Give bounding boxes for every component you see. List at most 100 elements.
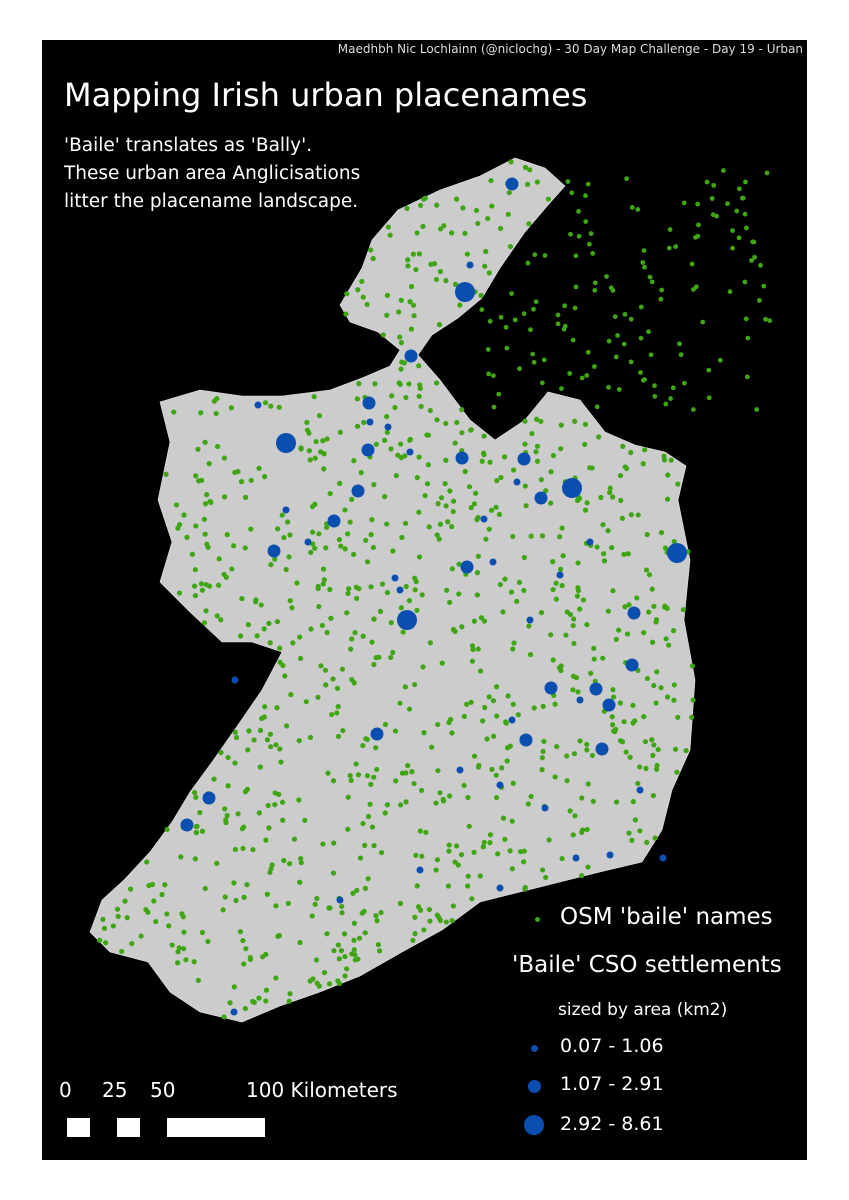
osm-point [630,799,636,805]
osm-point [412,575,418,581]
cso-point-medium [595,742,609,756]
osm-point [689,261,695,267]
osm-point [237,929,244,935]
osm-point [628,512,634,518]
osm-point [494,713,500,719]
osm-point [233,897,239,904]
scale-segment [167,1118,265,1137]
osm-point [397,900,404,907]
osm-point [672,746,679,752]
osm-point [531,705,537,711]
osm-point [166,923,172,929]
osm-point [316,531,322,537]
subtitle-line: 'Baile' translates as 'Bally'. [64,135,313,156]
osm-point [576,233,582,239]
osm-point [500,815,507,821]
osm-point [359,278,365,285]
osm-point [411,780,417,787]
osm-point [193,794,199,800]
osm-point [288,691,294,698]
osm-point [268,403,274,409]
osm-point [527,651,534,658]
osm-point [273,975,279,981]
osm-point [570,622,576,629]
osm-point [281,535,287,541]
osm-point [262,400,269,406]
osm-point [534,179,541,185]
osm-point [364,301,370,308]
osm-point [664,694,671,700]
cso-point-medium [327,514,341,528]
osm-point [421,196,427,202]
osm-point [324,629,330,636]
osm-point [572,418,578,424]
osm-point [181,946,187,952]
osm-point [243,494,249,500]
cso-point-medium [202,791,216,805]
subtitle-line: These urban area Anglicisations [64,163,361,184]
osm-point [353,584,359,590]
osm-point [590,798,596,804]
osm-point [407,437,413,443]
osm-point [249,998,256,1005]
osm-point [509,818,515,824]
osm-point [622,464,628,470]
osm-point [626,602,632,608]
osm-point [600,522,606,528]
osm-point [392,728,399,734]
osm-point [570,673,577,679]
osm-point [749,258,754,263]
osm-point [558,446,564,452]
osm-point [363,537,369,543]
osm-point [607,485,613,491]
osm-point [585,781,591,787]
osm-point [559,525,565,531]
osm-point [455,862,461,868]
osm-point [496,511,503,517]
osm-point [548,632,554,638]
osm-point [282,673,288,679]
osm-point [101,925,108,931]
osm-point [665,472,671,478]
osm-point [325,770,331,776]
osm-point [321,451,327,457]
osm-point [321,969,328,976]
osm-point [568,231,573,237]
osm-point [591,656,597,662]
osm-point [360,820,366,827]
osm-point [419,853,425,859]
osm-point [521,848,527,854]
osm-point [238,479,245,485]
osm-point [191,959,197,965]
osm-point [651,742,657,748]
osm-point [437,917,443,923]
osm-point [251,737,257,743]
osm-point [528,793,534,800]
osm-point [368,584,374,590]
osm-point [458,852,465,858]
osm-point [218,749,224,756]
osm-point [474,592,480,598]
osm-point [337,480,343,486]
osm-point [244,882,250,888]
osm-point [360,294,366,300]
osm-point [230,543,237,549]
osm-point [526,623,532,629]
osm-point [454,843,460,849]
osm-point [555,312,561,318]
osm-point [541,738,547,744]
osm-point [382,810,388,816]
osm-point [331,948,337,954]
osm-point [426,524,432,530]
osm-point [501,454,508,460]
osm-point [330,870,337,876]
osm-point [228,405,234,411]
cso-point-medium [267,544,281,558]
osm-point [384,521,390,527]
legend-class-1: 0.07 - 1.06 [560,1035,664,1057]
osm-point [584,500,590,506]
osm-point [398,340,405,346]
osm-point [405,762,411,769]
osm-point [461,782,467,789]
osm-point [206,461,212,467]
